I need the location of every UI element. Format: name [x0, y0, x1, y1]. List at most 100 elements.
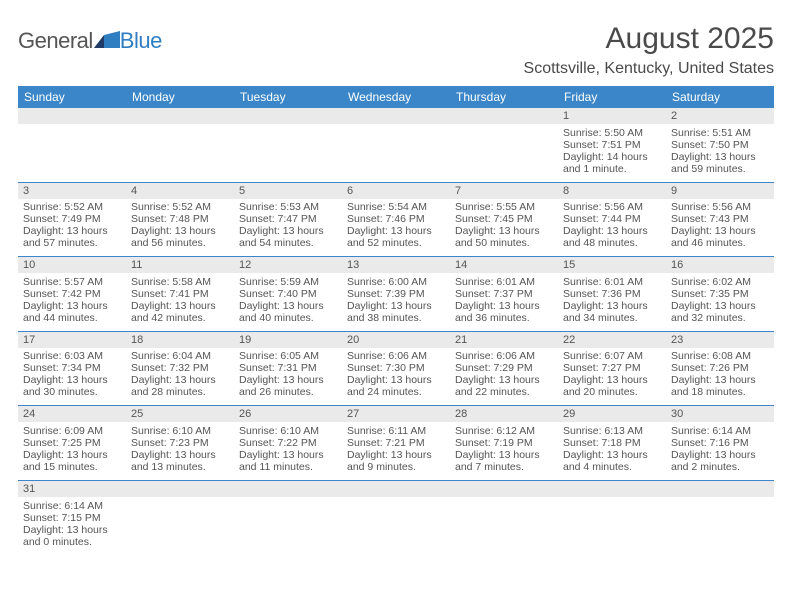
- cell-text: Sunset: 7:22 PM: [239, 437, 337, 449]
- cell-text: Sunrise: 6:06 AM: [347, 350, 445, 362]
- cell-text: Sunrise: 5:56 AM: [563, 201, 661, 213]
- cell-text: Sunset: 7:34 PM: [23, 362, 121, 374]
- day-number-cell: 11: [126, 257, 234, 274]
- day-number-cell: [558, 480, 666, 497]
- cell-text: Sunrise: 5:52 AM: [131, 201, 229, 213]
- day-number-cell: [666, 480, 774, 497]
- cell-text: and 38 minutes.: [347, 312, 445, 324]
- day-body-cell: [126, 497, 234, 555]
- cell-text: and 13 minutes.: [131, 461, 229, 473]
- cell-text: Daylight: 13 hours: [23, 374, 121, 386]
- cell-text: Sunrise: 5:53 AM: [239, 201, 337, 213]
- day-body-cell: [18, 124, 126, 182]
- daynum-row: 12: [18, 108, 774, 124]
- day-body-cell: [342, 497, 450, 555]
- cell-text: Daylight: 13 hours: [239, 300, 337, 312]
- day-header-cell: Wednesday: [342, 86, 450, 108]
- day-number-cell: [450, 108, 558, 124]
- cell-text: and 22 minutes.: [455, 386, 553, 398]
- cell-text: Sunset: 7:29 PM: [455, 362, 553, 374]
- cell-text: Sunset: 7:18 PM: [563, 437, 661, 449]
- cell-text: and 11 minutes.: [239, 461, 337, 473]
- day-number-cell: 26: [234, 406, 342, 423]
- day-body-cell: Sunrise: 5:55 AMSunset: 7:45 PMDaylight:…: [450, 199, 558, 257]
- cell-text: Sunrise: 6:13 AM: [563, 425, 661, 437]
- daynum-row: 24252627282930: [18, 406, 774, 423]
- cell-text: Sunrise: 6:14 AM: [23, 500, 121, 512]
- day-body-cell: Sunrise: 6:06 AMSunset: 7:30 PMDaylight:…: [342, 348, 450, 406]
- cell-text: Sunrise: 6:10 AM: [239, 425, 337, 437]
- cell-text: Sunset: 7:23 PM: [131, 437, 229, 449]
- day-number-cell: 22: [558, 331, 666, 348]
- cell-text: Sunset: 7:32 PM: [131, 362, 229, 374]
- cell-text: and 4 minutes.: [563, 461, 661, 473]
- location-subtitle: Scottsville, Kentucky, United States: [524, 60, 774, 78]
- cell-text: Sunset: 7:46 PM: [347, 213, 445, 225]
- day-body-cell: [234, 497, 342, 555]
- day-body-cell: [558, 497, 666, 555]
- cell-text: and 59 minutes.: [671, 163, 769, 175]
- cell-text: and 9 minutes.: [347, 461, 445, 473]
- cell-text: and 7 minutes.: [455, 461, 553, 473]
- cell-text: and 44 minutes.: [23, 312, 121, 324]
- cell-text: Daylight: 13 hours: [239, 374, 337, 386]
- day-number-cell: 31: [18, 480, 126, 497]
- day-number-cell: 30: [666, 406, 774, 423]
- cell-text: Daylight: 13 hours: [239, 449, 337, 461]
- day-body-cell: Sunrise: 6:00 AMSunset: 7:39 PMDaylight:…: [342, 273, 450, 331]
- day-number-cell: [126, 480, 234, 497]
- cell-text: and 0 minutes.: [23, 536, 121, 548]
- cell-text: Sunset: 7:41 PM: [131, 288, 229, 300]
- day-body-cell: Sunrise: 5:52 AMSunset: 7:48 PMDaylight:…: [126, 199, 234, 257]
- page: General Blue August 2025 Scottsville, Ke…: [0, 0, 792, 555]
- day-body-cell: Sunrise: 6:04 AMSunset: 7:32 PMDaylight:…: [126, 348, 234, 406]
- day-body-cell: Sunrise: 5:52 AMSunset: 7:49 PMDaylight:…: [18, 199, 126, 257]
- cell-text: Daylight: 13 hours: [455, 300, 553, 312]
- day-body-cell: Sunrise: 5:56 AMSunset: 7:43 PMDaylight:…: [666, 199, 774, 257]
- day-number-cell: [450, 480, 558, 497]
- cell-text: Sunset: 7:25 PM: [23, 437, 121, 449]
- day-number-cell: 5: [234, 182, 342, 199]
- cell-text: Daylight: 13 hours: [347, 225, 445, 237]
- cell-text: Sunrise: 6:11 AM: [347, 425, 445, 437]
- day-number-cell: 21: [450, 331, 558, 348]
- day-body-cell: Sunrise: 6:10 AMSunset: 7:22 PMDaylight:…: [234, 422, 342, 480]
- cell-text: and 1 minute.: [563, 163, 661, 175]
- day-number-cell: 7: [450, 182, 558, 199]
- cell-text: and 36 minutes.: [455, 312, 553, 324]
- cell-text: and 18 minutes.: [671, 386, 769, 398]
- cell-text: Daylight: 13 hours: [671, 225, 769, 237]
- cell-text: Sunset: 7:36 PM: [563, 288, 661, 300]
- day-number-cell: 25: [126, 406, 234, 423]
- week-body-row: Sunrise: 5:57 AMSunset: 7:42 PMDaylight:…: [18, 273, 774, 331]
- day-number-cell: 12: [234, 257, 342, 274]
- cell-text: Daylight: 13 hours: [671, 300, 769, 312]
- daynum-row: 17181920212223: [18, 331, 774, 348]
- cell-text: Sunrise: 5:54 AM: [347, 201, 445, 213]
- cell-text: Daylight: 13 hours: [563, 449, 661, 461]
- day-number-cell: 9: [666, 182, 774, 199]
- week-body-row: Sunrise: 6:03 AMSunset: 7:34 PMDaylight:…: [18, 348, 774, 406]
- cell-text: Sunset: 7:40 PM: [239, 288, 337, 300]
- cell-text: Sunset: 7:42 PM: [23, 288, 121, 300]
- cell-text: and 2 minutes.: [671, 461, 769, 473]
- cell-text: and 48 minutes.: [563, 237, 661, 249]
- cell-text: Daylight: 13 hours: [563, 374, 661, 386]
- day-body-cell: Sunrise: 6:01 AMSunset: 7:37 PMDaylight:…: [450, 273, 558, 331]
- cell-text: Daylight: 13 hours: [23, 225, 121, 237]
- day-number-cell: 19: [234, 331, 342, 348]
- day-header-row: Sunday Monday Tuesday Wednesday Thursday…: [18, 86, 774, 108]
- cell-text: Daylight: 13 hours: [347, 300, 445, 312]
- cell-text: Sunrise: 5:51 AM: [671, 127, 769, 139]
- cell-text: Sunset: 7:30 PM: [347, 362, 445, 374]
- cell-text: and 52 minutes.: [347, 237, 445, 249]
- day-number-cell: [234, 480, 342, 497]
- logo-text-general: General: [18, 28, 93, 54]
- week-body-row: Sunrise: 5:52 AMSunset: 7:49 PMDaylight:…: [18, 199, 774, 257]
- cell-text: Sunrise: 6:01 AM: [563, 276, 661, 288]
- cell-text: Sunset: 7:15 PM: [23, 512, 121, 524]
- cell-text: Sunset: 7:27 PM: [563, 362, 661, 374]
- day-body-cell: Sunrise: 6:14 AMSunset: 7:16 PMDaylight:…: [666, 422, 774, 480]
- day-header-cell: Friday: [558, 86, 666, 108]
- cell-text: Sunrise: 6:06 AM: [455, 350, 553, 362]
